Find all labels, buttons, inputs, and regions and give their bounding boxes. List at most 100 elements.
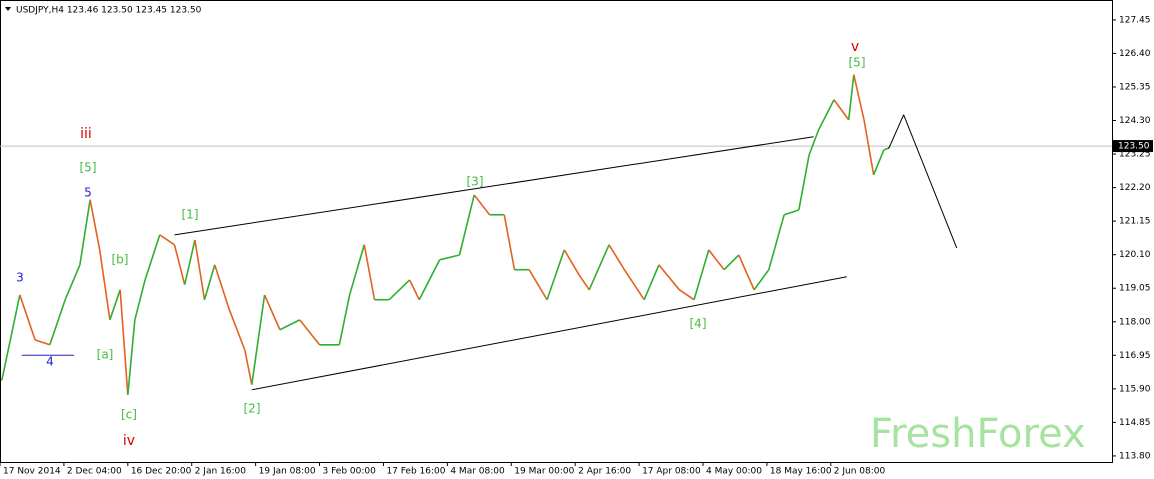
- price-segment: [608, 244, 626, 271]
- wave-label: [5]: [849, 56, 866, 70]
- price-segment: [173, 244, 186, 285]
- x-tick-label: 19 Jan 08:00: [259, 467, 316, 477]
- price-segment: [808, 129, 820, 156]
- price-segment: [578, 274, 590, 291]
- x-tick-label: 2 Apr 16:00: [578, 467, 631, 477]
- wave-label: [b]: [112, 253, 129, 267]
- x-tick-label: 2 Jun 08:00: [834, 467, 886, 477]
- price-segment: [1, 294, 21, 381]
- chart-header: USDJPY,H4 123.46 123.50 123.45 123.50: [16, 6, 202, 16]
- price-segment: [723, 254, 740, 271]
- price-segment: [863, 119, 875, 175]
- price-segment: [134, 279, 146, 321]
- y-tick-label: 124.30: [1119, 116, 1151, 126]
- y-tick-label: 116.95: [1119, 351, 1151, 361]
- price-segment: [49, 299, 66, 346]
- x-tick-label: 4 May 00:00: [706, 467, 762, 477]
- x-tick-label: 18 May 16:00: [770, 467, 832, 477]
- y-tick-label: 114.85: [1119, 418, 1151, 428]
- price-segment: [228, 309, 246, 351]
- price-segment: [473, 194, 491, 216]
- trendline: [174, 136, 814, 236]
- price-segment: [783, 209, 800, 216]
- current-price-label: 123.50: [1118, 142, 1150, 152]
- price-segment: [753, 269, 770, 291]
- price-segment: [658, 264, 680, 291]
- y-tick-label: 126.40: [1119, 49, 1151, 59]
- price-segment: [127, 319, 136, 395]
- price-segment: [34, 339, 51, 346]
- price-segment: [833, 99, 850, 121]
- price-segment: [263, 294, 281, 331]
- x-tick-label: 16 Dec 20:00: [131, 467, 192, 477]
- price-segment: [144, 234, 161, 281]
- wave-label: v: [851, 39, 859, 55]
- price-segment: [79, 199, 91, 266]
- price-segment: [623, 269, 645, 301]
- plot-frame: [0, 0, 1113, 463]
- watermark: FreshForex: [870, 411, 1086, 457]
- price-segment: [109, 289, 121, 321]
- price-segment: [503, 214, 516, 270]
- price-segment: [279, 319, 301, 331]
- y-tick-label: 118.00: [1119, 317, 1151, 327]
- price-segment: [183, 239, 196, 285]
- wave-label: [c]: [121, 408, 137, 422]
- wave-label: [1]: [182, 208, 199, 222]
- current-price-box: [1113, 140, 1153, 153]
- price-segment: [203, 264, 216, 300]
- x-tick-label: 2 Jan 16:00: [195, 467, 247, 477]
- price-segment: [251, 294, 266, 385]
- wave-label: iii: [80, 126, 92, 142]
- price-segment: [528, 269, 548, 301]
- price-segment: [194, 239, 206, 300]
- x-tick-label: 4 Mar 08:00: [450, 467, 505, 477]
- price-segment: [338, 294, 351, 345]
- y-tick-label: 120.10: [1119, 250, 1151, 260]
- price-segment: [847, 74, 855, 120]
- y-tick-label: 127.45: [1119, 15, 1151, 25]
- price-segment: [643, 264, 660, 301]
- wave-label: [5]: [80, 161, 97, 175]
- price-segment: [872, 149, 885, 176]
- x-tick-label: 17 Nov 2014: [3, 467, 61, 477]
- x-tick-label: 19 Mar 00:00: [514, 467, 574, 477]
- y-tick-label: 122.20: [1119, 183, 1151, 193]
- price-segment: [19, 294, 36, 341]
- price-segment: [119, 289, 129, 395]
- y-tick-label: 115.90: [1119, 384, 1151, 394]
- price-segment: [693, 249, 710, 300]
- trendline: [251, 276, 847, 391]
- price-segment: [768, 214, 785, 270]
- y-tick-label: 113.80: [1119, 451, 1151, 461]
- y-tick-label: 125.35: [1119, 82, 1151, 92]
- y-tick-label: 121.15: [1119, 217, 1151, 227]
- wave-label: [a]: [97, 348, 114, 362]
- price-segment: [89, 199, 101, 251]
- x-tick-label: 17 Feb 16:00: [386, 467, 445, 477]
- price-segment: [439, 254, 460, 261]
- x-tick-label: 3 Feb 00:00: [323, 467, 377, 477]
- price-segment: [159, 234, 175, 246]
- price-segment: [243, 349, 253, 385]
- price-segment: [546, 249, 566, 300]
- price-segment: [817, 99, 835, 131]
- header-arrow: [5, 7, 11, 11]
- price-segment: [213, 264, 231, 311]
- price-segment: [588, 244, 610, 291]
- price-segment: [738, 254, 755, 291]
- price-segment: [888, 114, 905, 149]
- price-segment: [418, 259, 441, 301]
- price-segment: [903, 114, 958, 249]
- price-segment: [363, 244, 376, 300]
- x-tick-label: 17 Apr 08:00: [642, 467, 701, 477]
- wave-label: iv: [123, 433, 135, 449]
- price-segment: [408, 279, 420, 301]
- x-tick-label: 2 Dec 04:00: [67, 467, 122, 477]
- price-segment: [98, 249, 111, 320]
- price-segment: [798, 154, 810, 211]
- price-segment: [458, 194, 475, 256]
- y-tick-label: 123.25: [1119, 150, 1151, 160]
- wave-label: [3]: [467, 175, 484, 189]
- price-segment: [388, 279, 411, 301]
